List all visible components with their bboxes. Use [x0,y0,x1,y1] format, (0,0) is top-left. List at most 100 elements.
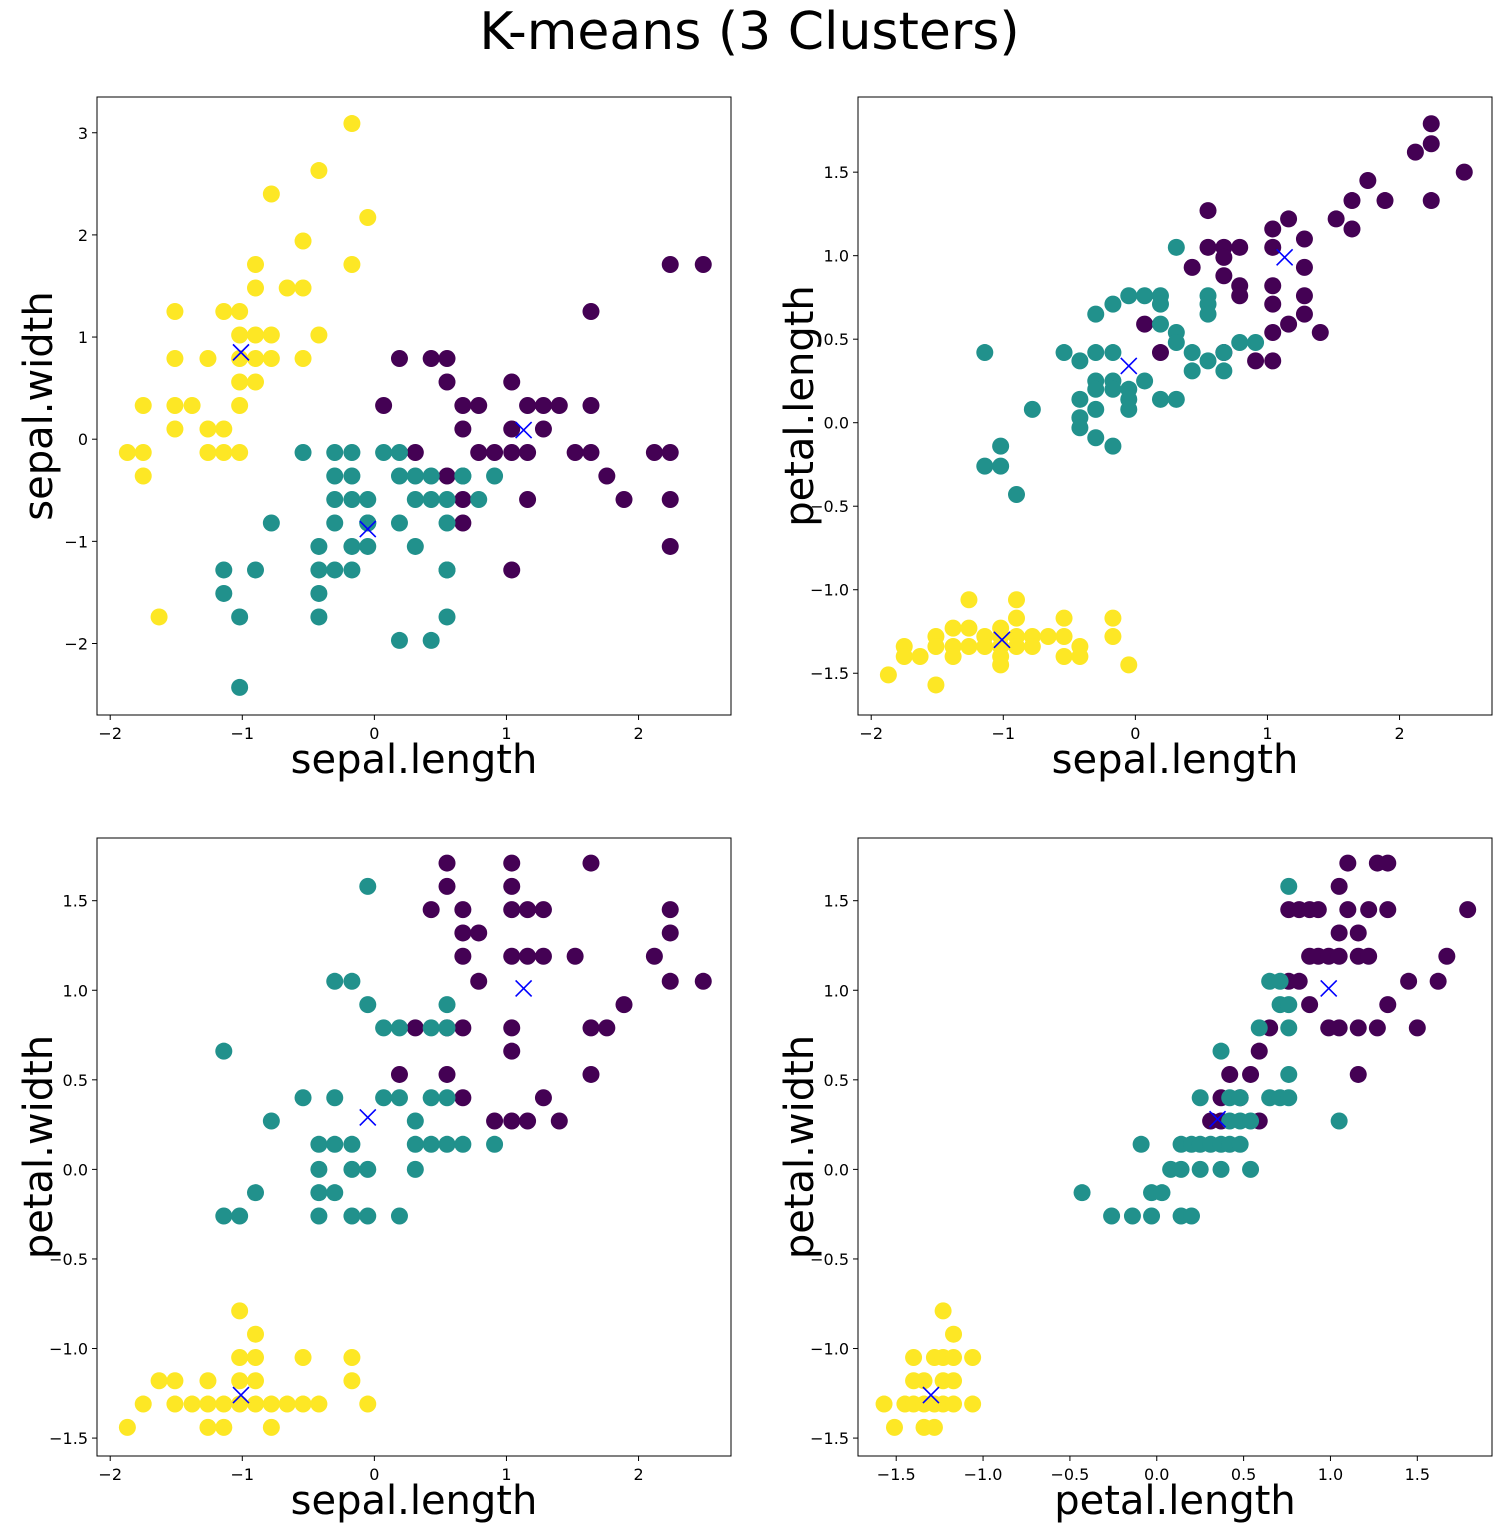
x-axis-label: sepal.length [291,737,538,783]
point-cluster-1 [1073,1184,1091,1202]
point-cluster-2 [215,1418,233,1436]
point-cluster-0 [1280,315,1298,333]
centroid-stroke [232,343,250,361]
point-cluster-1 [215,1207,233,1225]
x-tick-label: −1 [230,1465,254,1484]
point-cluster-0 [1295,305,1313,323]
point-cluster-2 [199,420,217,438]
point-cluster-0 [566,443,584,461]
point-cluster-0 [454,947,472,965]
point-cluster-2 [278,279,296,297]
point-cluster-0 [438,373,456,391]
centroid-marker [232,1386,250,1404]
centroid-marker [1208,1110,1227,1128]
y-tick-label: 0.5 [824,330,849,349]
x-tick-label: −1.5 [877,1465,916,1484]
point-cluster-2 [231,350,249,367]
point-cluster-0 [598,467,616,485]
point-cluster-2 [911,648,929,666]
centroid-marker [922,1386,940,1404]
point-cluster-2 [310,326,328,344]
point-cluster-1 [1103,1207,1121,1225]
point-cluster-0 [454,1089,472,1107]
point-cluster-1 [326,1184,344,1202]
point-cluster-2 [247,1348,264,1366]
point-cluster-1 [438,561,456,579]
point-cluster-2 [134,1395,152,1413]
point-cluster-1 [1199,305,1217,323]
point-cluster-2 [231,1348,249,1366]
point-cluster-0 [534,1089,552,1107]
point-cluster-1 [1104,295,1122,313]
point-cluster-0 [470,443,488,461]
point-cluster-1 [422,1089,440,1107]
point-cluster-0 [454,396,472,414]
point-cluster-2 [945,1348,963,1366]
point-cluster-1 [390,467,408,485]
point-cluster-0 [438,854,456,872]
point-cluster-1 [343,1207,361,1225]
y-tick-label: 0.0 [824,414,849,433]
point-cluster-1 [247,1184,264,1202]
point-cluster-1 [992,457,1010,475]
point-cluster-2 [231,1302,249,1320]
point-cluster-2 [294,1395,312,1413]
y-tick-label: 0.5 [824,1071,849,1090]
point-cluster-1 [976,344,994,362]
point-cluster-1 [1250,1019,1268,1037]
x-axis-label: petal.length [1054,1478,1296,1524]
axes-frame [96,837,732,1457]
point-cluster-1 [310,584,328,602]
point-cluster-0 [503,373,521,391]
point-cluster-1 [1151,390,1169,408]
point-cluster-1 [438,996,456,1014]
point-cluster-0 [422,901,440,919]
point-cluster-1 [438,608,456,626]
point-cluster-2 [262,1418,280,1436]
point-cluster-2 [247,350,264,367]
point-cluster-1 [1191,1089,1209,1107]
x-tick-label: −2 [859,724,883,743]
point-cluster-1 [1183,362,1201,380]
point-cluster-0 [534,901,552,919]
point-cluster-2 [1120,656,1138,674]
centroid-stroke [515,421,533,439]
point-cluster-0 [519,490,537,508]
point-cluster-2 [247,1325,264,1343]
point-cluster-0 [1368,1019,1386,1037]
point-cluster-0 [438,350,456,367]
points-group [875,854,1477,1436]
point-cluster-1 [1330,1112,1348,1130]
point-cluster-2 [945,1395,963,1413]
x-tick-label: −1 [230,724,254,743]
point-cluster-1 [326,490,344,508]
point-cluster-0 [438,467,456,485]
point-cluster-1 [1183,1207,1200,1225]
point-cluster-2 [310,1395,328,1413]
point-cluster-1 [438,514,456,532]
point-cluster-0 [1151,344,1169,362]
point-cluster-2 [294,232,312,250]
point-cluster-2 [134,467,152,485]
y-axis-label: sepal.width [16,291,62,520]
point-cluster-2 [905,1348,923,1366]
point-cluster-0 [519,901,537,919]
point-cluster-0 [645,947,663,965]
point-cluster-1 [247,561,264,579]
point-cluster-1 [390,631,408,649]
point-cluster-2 [964,1348,982,1366]
point-cluster-0 [1376,192,1394,210]
point-cluster-1 [326,467,344,485]
y-tick-label: −0.5 [49,1250,88,1269]
point-cluster-1 [215,561,233,579]
point-cluster-0 [1231,287,1249,305]
point-cluster-0 [503,1042,521,1060]
x-tick-label: 1.0 [1318,1465,1343,1484]
point-cluster-0 [661,537,679,555]
point-cluster-0 [454,924,472,942]
x-tick-label: 0.0 [1144,1465,1169,1484]
point-cluster-0 [1199,202,1217,220]
point-cluster-1 [1153,1184,1171,1202]
x-tick-label: −2 [98,1465,122,1484]
